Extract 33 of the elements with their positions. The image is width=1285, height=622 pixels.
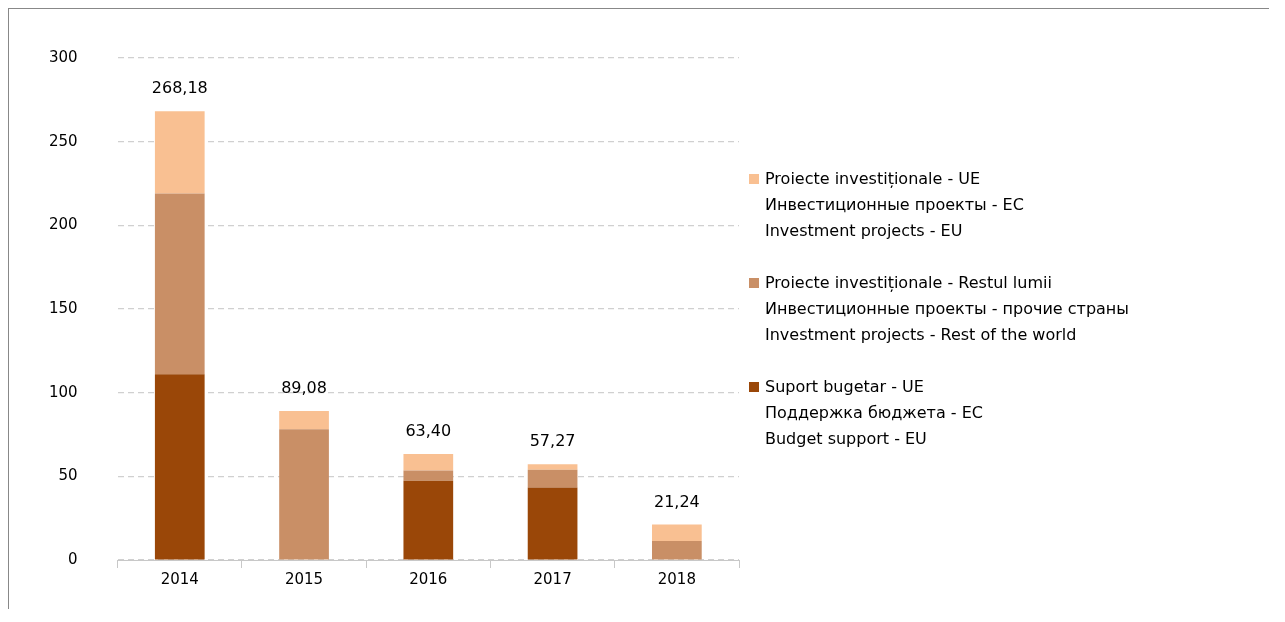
bar xyxy=(527,464,578,470)
legend-label: Suport bugetar - UE Поддержка бюджета - ЕС Budget support - EU xyxy=(765,376,983,450)
bar xyxy=(279,429,329,560)
x-tick-label: 2016 xyxy=(409,569,448,588)
bar xyxy=(403,470,454,481)
total-label: 21,24 xyxy=(653,491,700,511)
y-tick-label: 200 xyxy=(48,215,78,234)
x-tick-label: 2018 xyxy=(657,569,696,588)
y-tick-label: 150 xyxy=(48,298,78,317)
x-tick-label: 2015 xyxy=(284,569,324,588)
bar xyxy=(403,453,454,471)
total-label: 57,27 xyxy=(529,431,576,451)
total-label: 63,40 xyxy=(405,421,452,441)
x-tick-label: 2017 xyxy=(533,569,572,588)
bar xyxy=(154,111,205,194)
y-tick-label: 50 xyxy=(58,466,78,485)
total-label: 89,08 xyxy=(281,378,327,398)
bar xyxy=(279,410,329,430)
bar xyxy=(403,480,454,560)
bar xyxy=(527,469,578,488)
bar xyxy=(527,487,578,560)
legend-label: Proiecte investiționale - UE Инвестиционные проекты - ЕС Investment projects - EU xyxy=(765,168,1024,242)
y-tick-label: 300 xyxy=(48,47,78,66)
y-tick-label: 0 xyxy=(68,549,78,568)
total-label: 268,18 xyxy=(151,78,208,98)
bar xyxy=(154,374,205,560)
y-tick-label: 250 xyxy=(48,131,78,150)
bar xyxy=(154,193,205,375)
y-tick-label: 100 xyxy=(48,382,78,401)
bar xyxy=(652,524,702,542)
legend-label: Proiecte investiționale - Restul lumii Инвестиционные проекты - прочие страны Investment projects - Rest of the world xyxy=(765,272,1129,346)
x-tick-label: 2014 xyxy=(160,569,199,588)
bar xyxy=(652,541,702,560)
